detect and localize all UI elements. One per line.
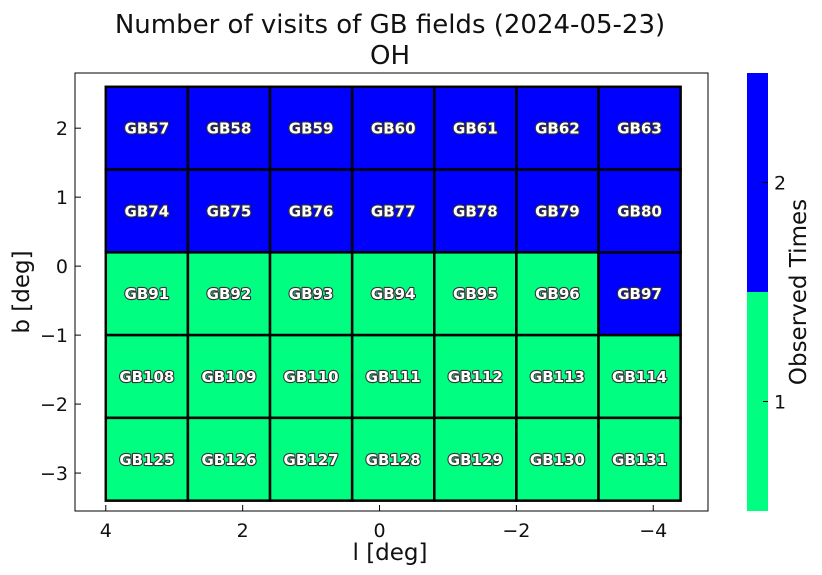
- field-label-gb60: GB60: [371, 120, 416, 138]
- field-label-gb112: GB112: [448, 368, 503, 386]
- x-tick-label: 0: [373, 520, 385, 542]
- field-cell-gb108: [104, 333, 190, 420]
- field-label-gb114: GB114: [612, 368, 667, 386]
- field-label-gb108: GB108: [119, 368, 174, 386]
- field-label-gb76: GB76: [289, 202, 334, 220]
- field-label-gb58: GB58: [207, 120, 252, 138]
- colorbar-tick-label: 1: [774, 392, 786, 414]
- field-label-gb127: GB127: [284, 451, 339, 469]
- field-cell-gb93: [268, 251, 354, 337]
- colorbar-label: Observed Times: [786, 199, 812, 385]
- field-label-gb61: GB61: [453, 120, 498, 138]
- field-grid: GB57 GB58 GB59 GB60 GB61 GB62 GB63 GB74 GB75 GB76…: [104, 85, 682, 502]
- field-label-gb95: GB95: [453, 285, 498, 303]
- field-label-gb59: GB59: [289, 120, 334, 138]
- x-tick-label: 4: [100, 520, 112, 542]
- field-cell-gb125: [104, 416, 190, 502]
- field-label-gb125: GB125: [119, 451, 174, 469]
- colorbar: 12: [747, 73, 786, 511]
- colorbar-segment-1: [747, 292, 768, 511]
- field-label-gb131: GB131: [612, 451, 667, 469]
- colorbar-segment-2: [747, 73, 768, 292]
- field-cell-gb113: [515, 333, 600, 420]
- field-cell-gb97: [597, 251, 682, 337]
- y-tick-label: −3: [40, 463, 68, 485]
- field-cell-gb130: [515, 416, 600, 502]
- chart-subtitle: OH: [370, 41, 410, 71]
- field-label-gb63: GB63: [617, 120, 662, 138]
- field-cell-gb80: [597, 168, 682, 254]
- field-label-gb129: GB129: [448, 451, 503, 469]
- field-cell-gb57: [104, 85, 190, 171]
- y-axis-label: b [deg]: [9, 250, 35, 333]
- x-tick-label: 2: [237, 520, 249, 542]
- y-tick-label: −1: [40, 325, 68, 347]
- field-label-gb78: GB78: [453, 202, 498, 220]
- field-cell-gb58: [186, 85, 272, 171]
- field-label-gb111: GB111: [366, 368, 421, 386]
- y-axis-ticks: 2 1 0 −1 −2 −3: [40, 118, 81, 485]
- field-cell-gb109: [186, 333, 272, 420]
- field-cell-gb78: [433, 168, 518, 254]
- field-cell-gb92: [186, 251, 272, 337]
- y-tick-label: 1: [56, 187, 68, 209]
- y-tick-label: −2: [40, 394, 68, 416]
- x-tick-label: −2: [502, 520, 530, 542]
- field-cell-gb74: [104, 168, 190, 254]
- field-label-gb77: GB77: [371, 202, 416, 220]
- y-tick-label: 2: [56, 118, 68, 140]
- field-label-gb96: GB96: [535, 285, 580, 303]
- colorbar-tick-label: 2: [774, 173, 786, 195]
- x-tick-label: −4: [639, 520, 667, 542]
- field-cell-gb95: [433, 251, 518, 337]
- field-label-gb113: GB113: [530, 368, 585, 386]
- field-label-gb62: GB62: [535, 120, 580, 138]
- x-axis-ticks: 4 2 0 −2 −4: [100, 505, 667, 542]
- field-cell-gb76: [268, 168, 354, 254]
- field-cell-gb96: [515, 251, 600, 337]
- field-cell-gb62: [515, 85, 600, 171]
- chart-title: Number of visits of GB fields (2024-05-2…: [115, 10, 665, 40]
- field-label-gb130: GB130: [530, 451, 585, 469]
- field-label-gb91: GB91: [125, 285, 170, 303]
- field-label-gb93: GB93: [289, 285, 334, 303]
- field-label-gb80: GB80: [617, 202, 662, 220]
- field-cell-gb127: [268, 416, 354, 502]
- field-cell-gb131: [597, 416, 682, 502]
- y-tick-label: 0: [56, 256, 68, 278]
- x-axis-label: l [deg]: [353, 540, 428, 566]
- field-label-gb126: GB126: [201, 451, 256, 469]
- field-label-gb110: GB110: [284, 368, 339, 386]
- field-label-gb92: GB92: [207, 285, 252, 303]
- field-label-gb57: GB57: [125, 120, 170, 138]
- field-label-gb94: GB94: [371, 285, 416, 303]
- field-label-gb79: GB79: [535, 202, 580, 220]
- field-label-gb97: GB97: [617, 285, 662, 303]
- field-label-gb75: GB75: [207, 202, 252, 220]
- field-label-gb109: GB109: [201, 368, 256, 386]
- plot-frame: [74, 72, 709, 512]
- field-label-gb128: GB128: [366, 451, 421, 469]
- field-label-gb74: GB74: [125, 202, 170, 220]
